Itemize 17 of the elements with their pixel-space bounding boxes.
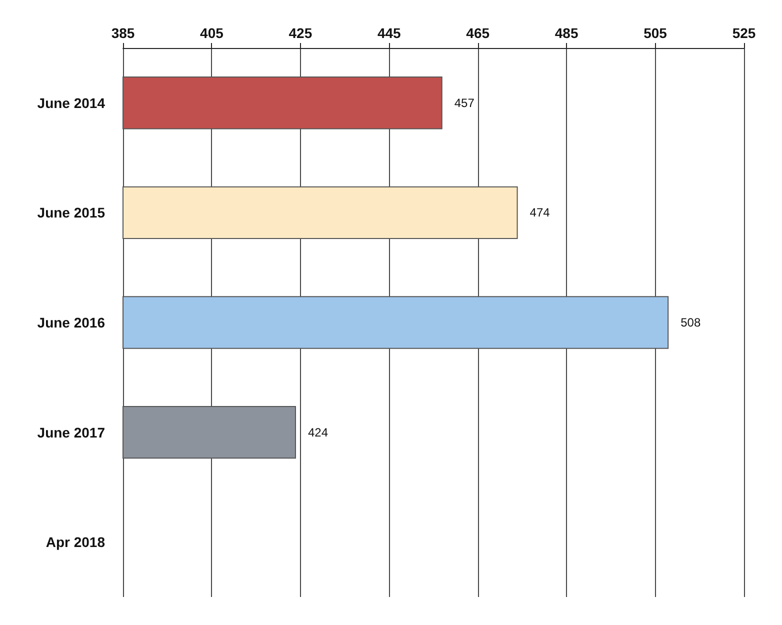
data-label: 424 xyxy=(308,425,328,440)
y-tick-label: June 2016 xyxy=(37,314,106,330)
x-tick-label: 425 xyxy=(288,25,312,41)
y-tick-label: June 2015 xyxy=(37,204,106,221)
x-tick-label: 485 xyxy=(554,25,578,41)
data-label: 508 xyxy=(680,316,701,330)
x-tick-label: 385 xyxy=(111,25,135,41)
data-label: 474 xyxy=(530,206,550,220)
y-tick-label: Apr 2018 xyxy=(46,534,106,550)
data-label: 457 xyxy=(454,96,475,110)
x-tick-label: 505 xyxy=(644,25,668,41)
y-tick-label: June 2017 xyxy=(37,424,106,440)
x-tick-label: 525 xyxy=(732,25,756,41)
x-tick-label: 405 xyxy=(200,25,224,41)
x-tick-label: 465 xyxy=(466,25,490,41)
x-tick-label: 445 xyxy=(377,25,402,41)
y-tick-label: June 2014 xyxy=(37,94,106,111)
